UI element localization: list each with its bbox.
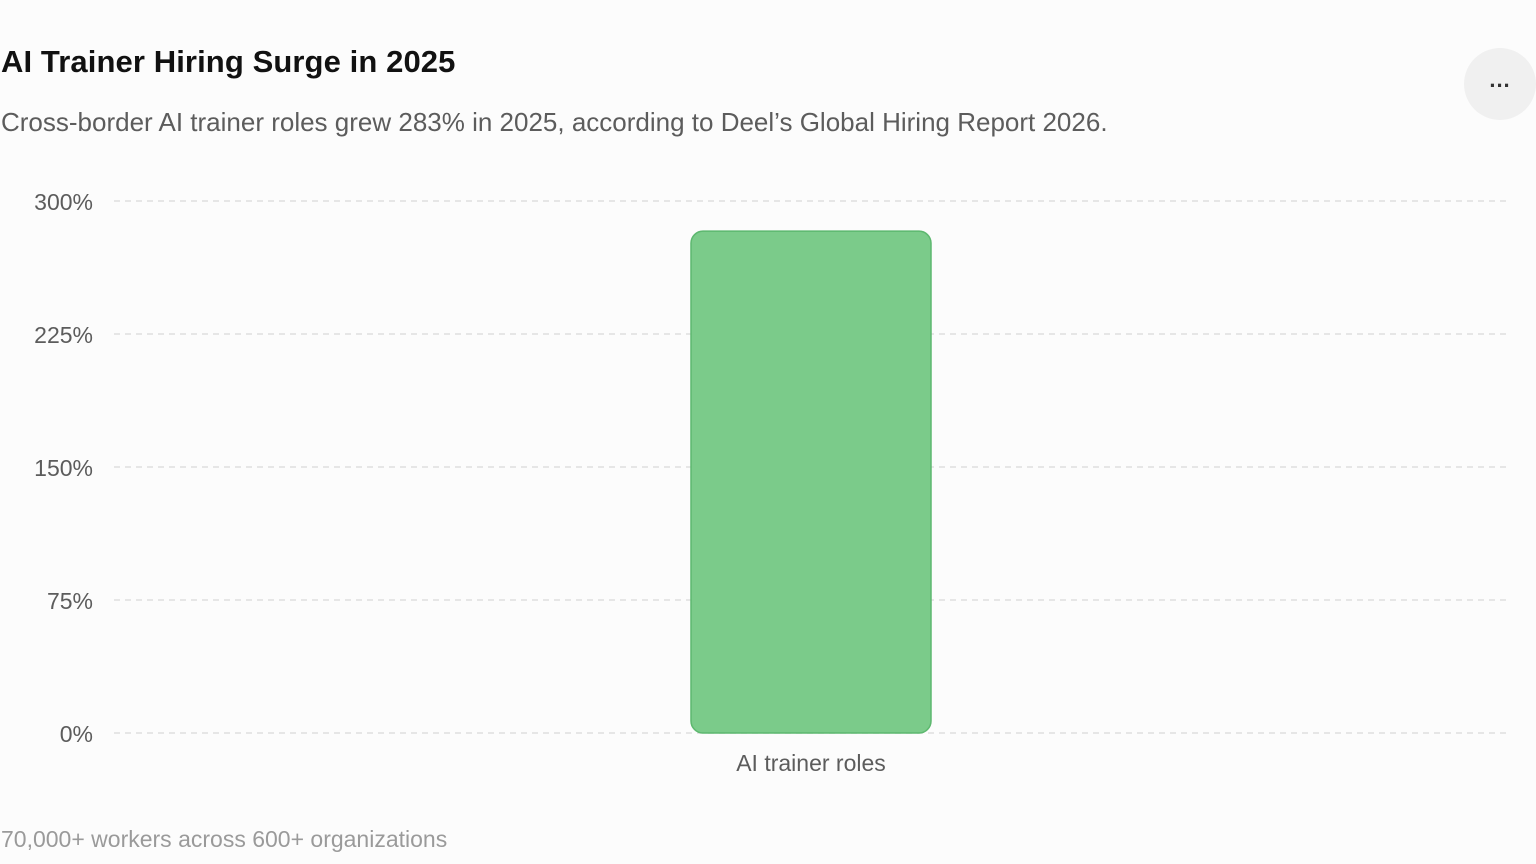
bar-chart: 0% 75% 150% 225% 300% AI trainer roles — [34, 189, 1510, 776]
y-axis-ticks: 0% 75% 150% 225% 300% — [34, 189, 93, 747]
bars — [690, 230, 932, 734]
bar[interactable] — [690, 230, 932, 734]
y-tick-label: 150% — [34, 455, 93, 481]
x-axis-ticks: AI trainer roles — [736, 750, 886, 776]
more-horizontal-icon: ... — [1489, 67, 1511, 92]
y-tick-label: 75% — [47, 588, 93, 614]
y-tick-label: 300% — [34, 189, 93, 215]
chart-title: AI Trainer Hiring Surge in 2025 — [1, 44, 456, 79]
y-tick-label: 225% — [34, 322, 93, 348]
chart-subtitle: Cross-border AI trainer roles grew 283% … — [1, 107, 1108, 137]
more-options-button[interactable]: ... — [1464, 48, 1536, 120]
y-tick-label: 0% — [60, 721, 93, 747]
x-tick-label: AI trainer roles — [736, 750, 886, 776]
footnote: 70,000+ workers across 600+ organization… — [1, 826, 448, 852]
